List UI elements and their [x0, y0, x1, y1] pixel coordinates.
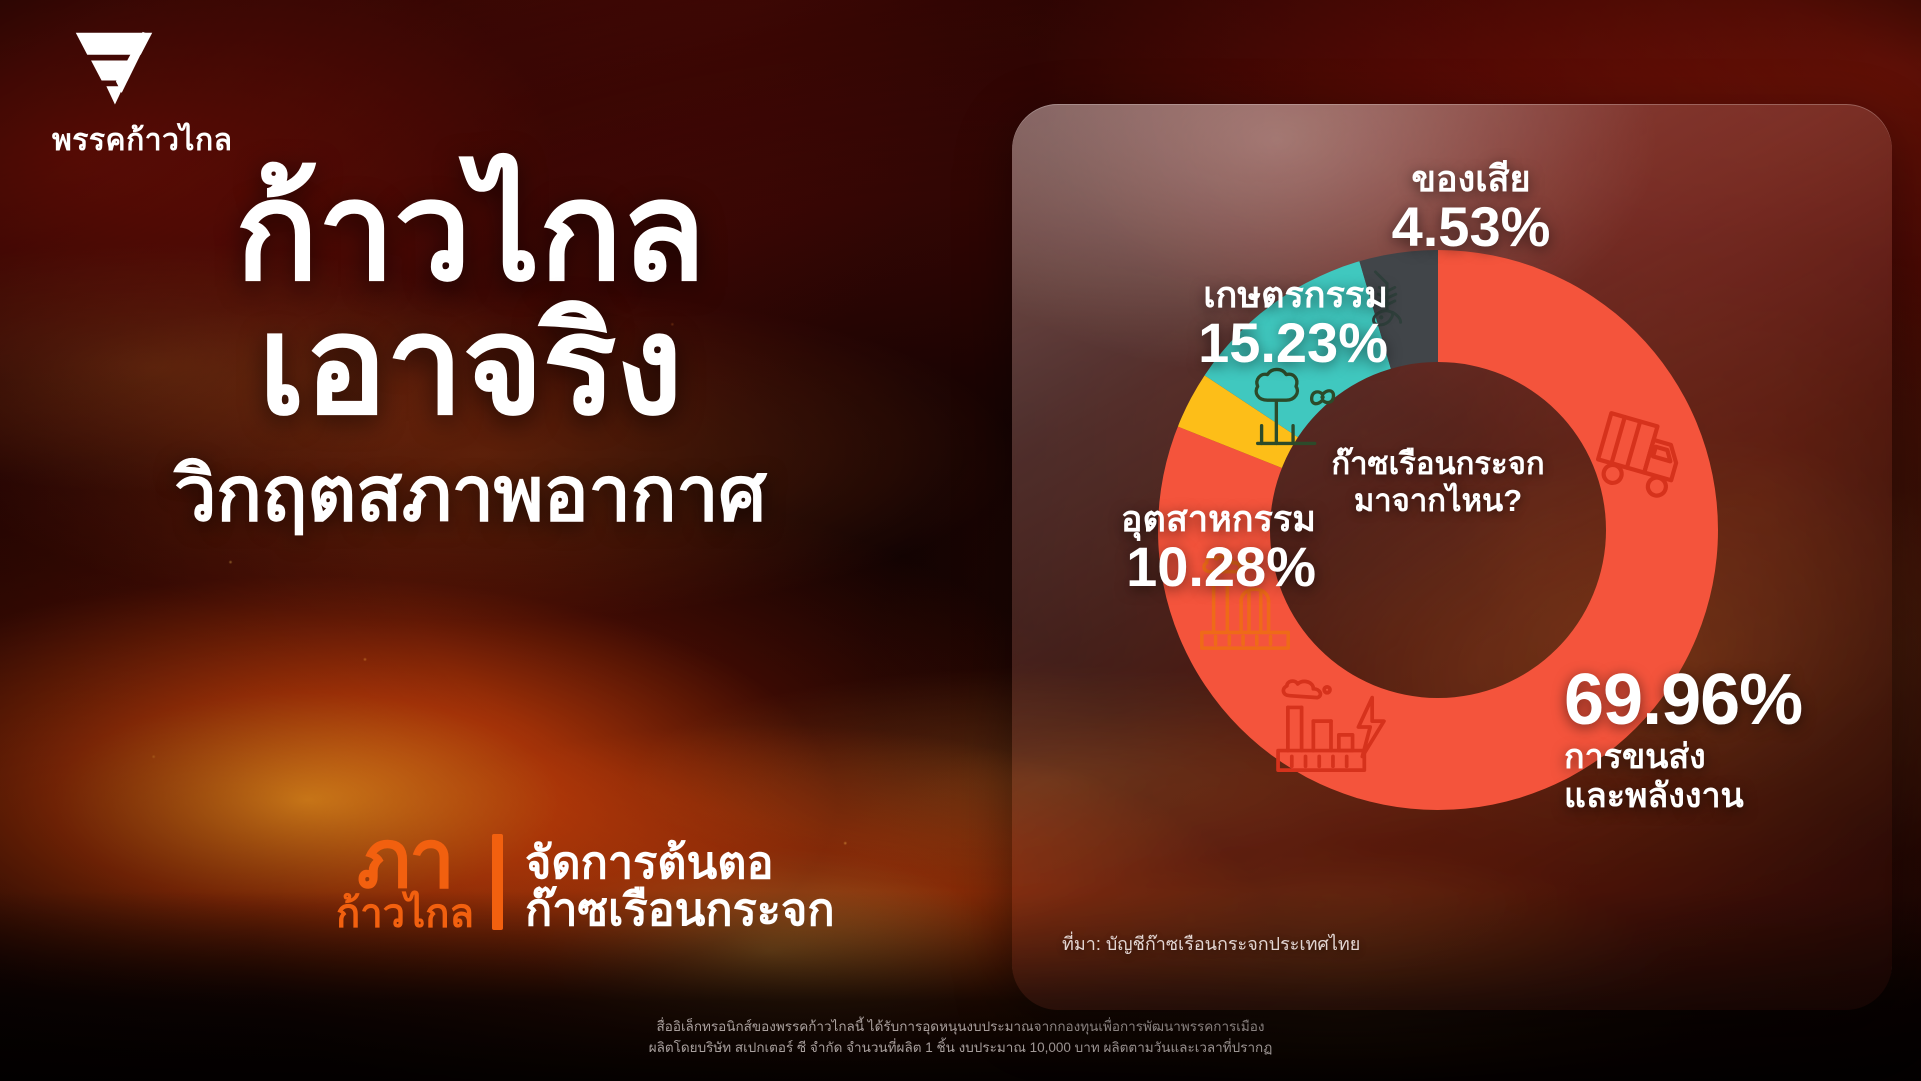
headline-line-1: ก้าวไกล [234, 155, 706, 309]
chart-label-energy: 69.96% การขนส่ง และพลังงาน [1564, 664, 1874, 816]
lockup-tagline-line-1: จัดการต้นตอ [525, 836, 774, 888]
lockup-mark: ภา [356, 814, 455, 905]
lockup-brand: ภา ก้าวไกล [336, 814, 474, 936]
chart-label-industry: อุตสาหกรรม 10.28% [1012, 498, 1316, 599]
fineprint-line-1: สื่ออิเล็กทรอนิกส์ของพรรคก้าวไกลนี้ ได้ร… [656, 1019, 1265, 1035]
chart-label-waste: ของเสีย 4.53% [1346, 158, 1596, 259]
campaign-lockup: ภา ก้าวไกล จัดการต้นตอ ก๊าซเรือนกระจก [336, 814, 835, 936]
lockup-tagline-line-2: ก๊าซเรือนกระจก [525, 884, 835, 936]
chart-label-agriculture: เกษตรกรรม 15.23% [1108, 274, 1388, 375]
headline-line-3: วิกฤตสภาพอากาศ [173, 452, 767, 538]
party-name-label: พรรคก้าวไกล [52, 124, 233, 157]
chart-label-industry-value: 10.28% [1126, 535, 1316, 599]
lockup-party-name: ก้าวไกล [336, 891, 474, 936]
chart-label-waste-value: 4.53% [1391, 195, 1551, 259]
fineprint-line-2: ผลิตโดยบริษัท สเปกเตอร์ ซี จำกัด จำนวนที… [648, 1040, 1273, 1056]
chart-card: ก๊าซเรือนกระจก มาจากไหน? ของเสีย 4.53% เ… [1012, 104, 1892, 1010]
chart-label-agriculture-name: เกษตรกรรม [1203, 274, 1388, 315]
chart-label-energy-value: 69.96% [1564, 660, 1803, 740]
lockup-divider [492, 833, 503, 930]
chart-label-energy-name: การขนส่ง และพลังงาน [1564, 738, 1874, 816]
headline-block: ก้าวไกล เอาจริง วิกฤตสภาพอากาศ [40, 155, 900, 538]
party-logo-block: พรรคก้าวไกล [52, 28, 262, 157]
chart-label-industry-name: อุตสาหกรรม [1120, 498, 1316, 539]
lockup-tagline: จัดการต้นตอ ก๊าซเรือนกระจก [525, 836, 835, 936]
headline-line-2: เอาจริง [258, 288, 683, 443]
chart-label-energy-name-line-1: การขนส่ง [1564, 738, 1706, 776]
chart-label-agriculture-value: 15.23% [1198, 311, 1388, 375]
chart-label-waste-name: ของเสีย [1411, 158, 1531, 199]
chart-source-note: ที่มา: บัญชีก๊าซเรือนกระจกประเทศไทย [1062, 934, 1361, 954]
legal-fineprint: สื่ออิเล็กทรอนิกส์ของพรรคก้าวไกลนี้ ได้ร… [0, 1017, 1921, 1059]
chart-label-energy-name-line-2: และพลังงาน [1564, 776, 1744, 815]
move-forward-arrow-logo-icon [75, 31, 153, 105]
